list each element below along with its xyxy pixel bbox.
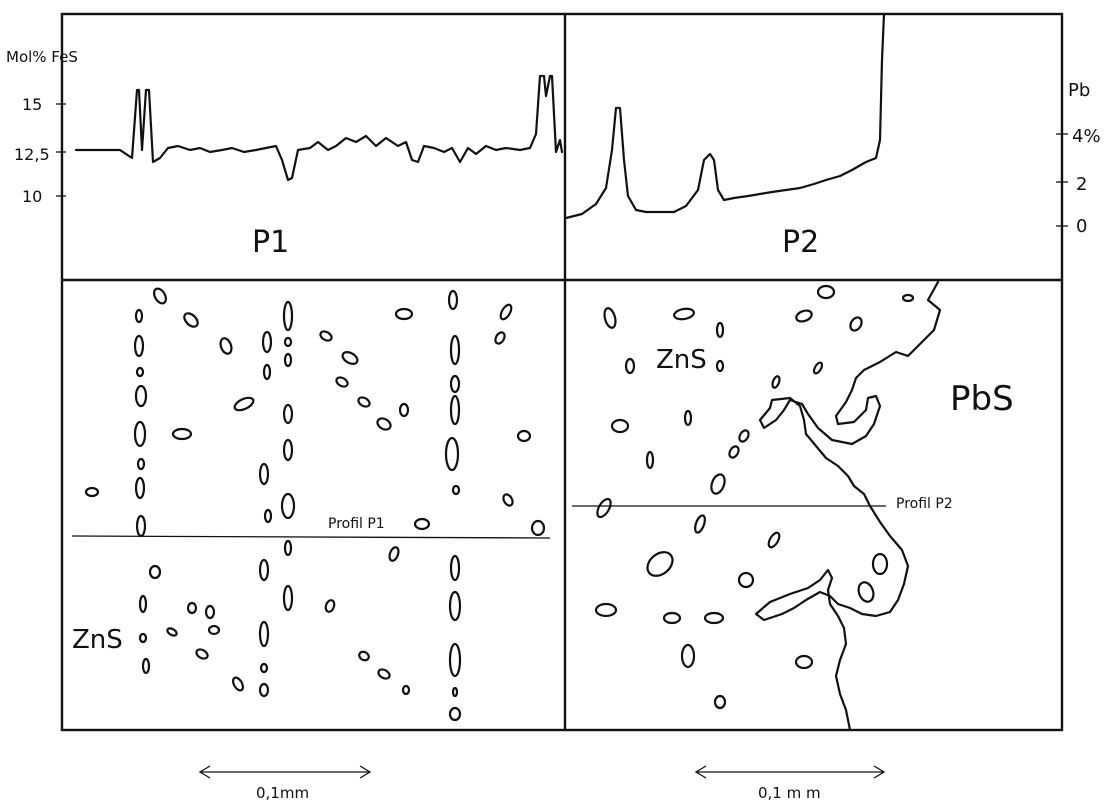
p2-phase-label-pbs: PbS [950,379,1014,419]
panel-label-p1: P1 [252,225,289,260]
scale-bar-right [694,765,886,779]
left-axis-tick-12-5: 12,5 [14,145,50,164]
right-axis-tick-4: 4% [1072,126,1101,147]
scale-label-right: 0,1 m m [758,784,821,802]
p2-phase-label-zns: ZnS [656,345,707,375]
right-axis-tick-0: 0 [1076,216,1087,237]
right-axis-tick-2: 2 [1076,174,1087,195]
p2-exsolution-blebs [594,284,915,710]
zns-pbs-boundary [754,280,942,732]
right-axis-element-label: Pb [1068,80,1090,101]
profile-p2-label: Profil P2 [896,496,953,512]
left-axis-tick-10: 10 [22,187,42,206]
p2-profile-line [564,12,886,220]
p1-profile-line [74,74,564,182]
left-axis-unit-label: Mol% FeS [6,48,78,66]
p1-exsolution-blebs [84,287,546,722]
profile-p1-label: Profil P1 [328,516,385,532]
profile-p1-line [71,535,551,539]
panel-label-p2: P2 [782,225,819,260]
scale-label-left: 0,1mm [256,784,309,802]
scale-bar-left [198,765,372,779]
figure-frame [60,12,1064,732]
p1-phase-label-zns: ZnS [72,625,123,655]
left-axis-tick-15: 15 [22,95,42,114]
